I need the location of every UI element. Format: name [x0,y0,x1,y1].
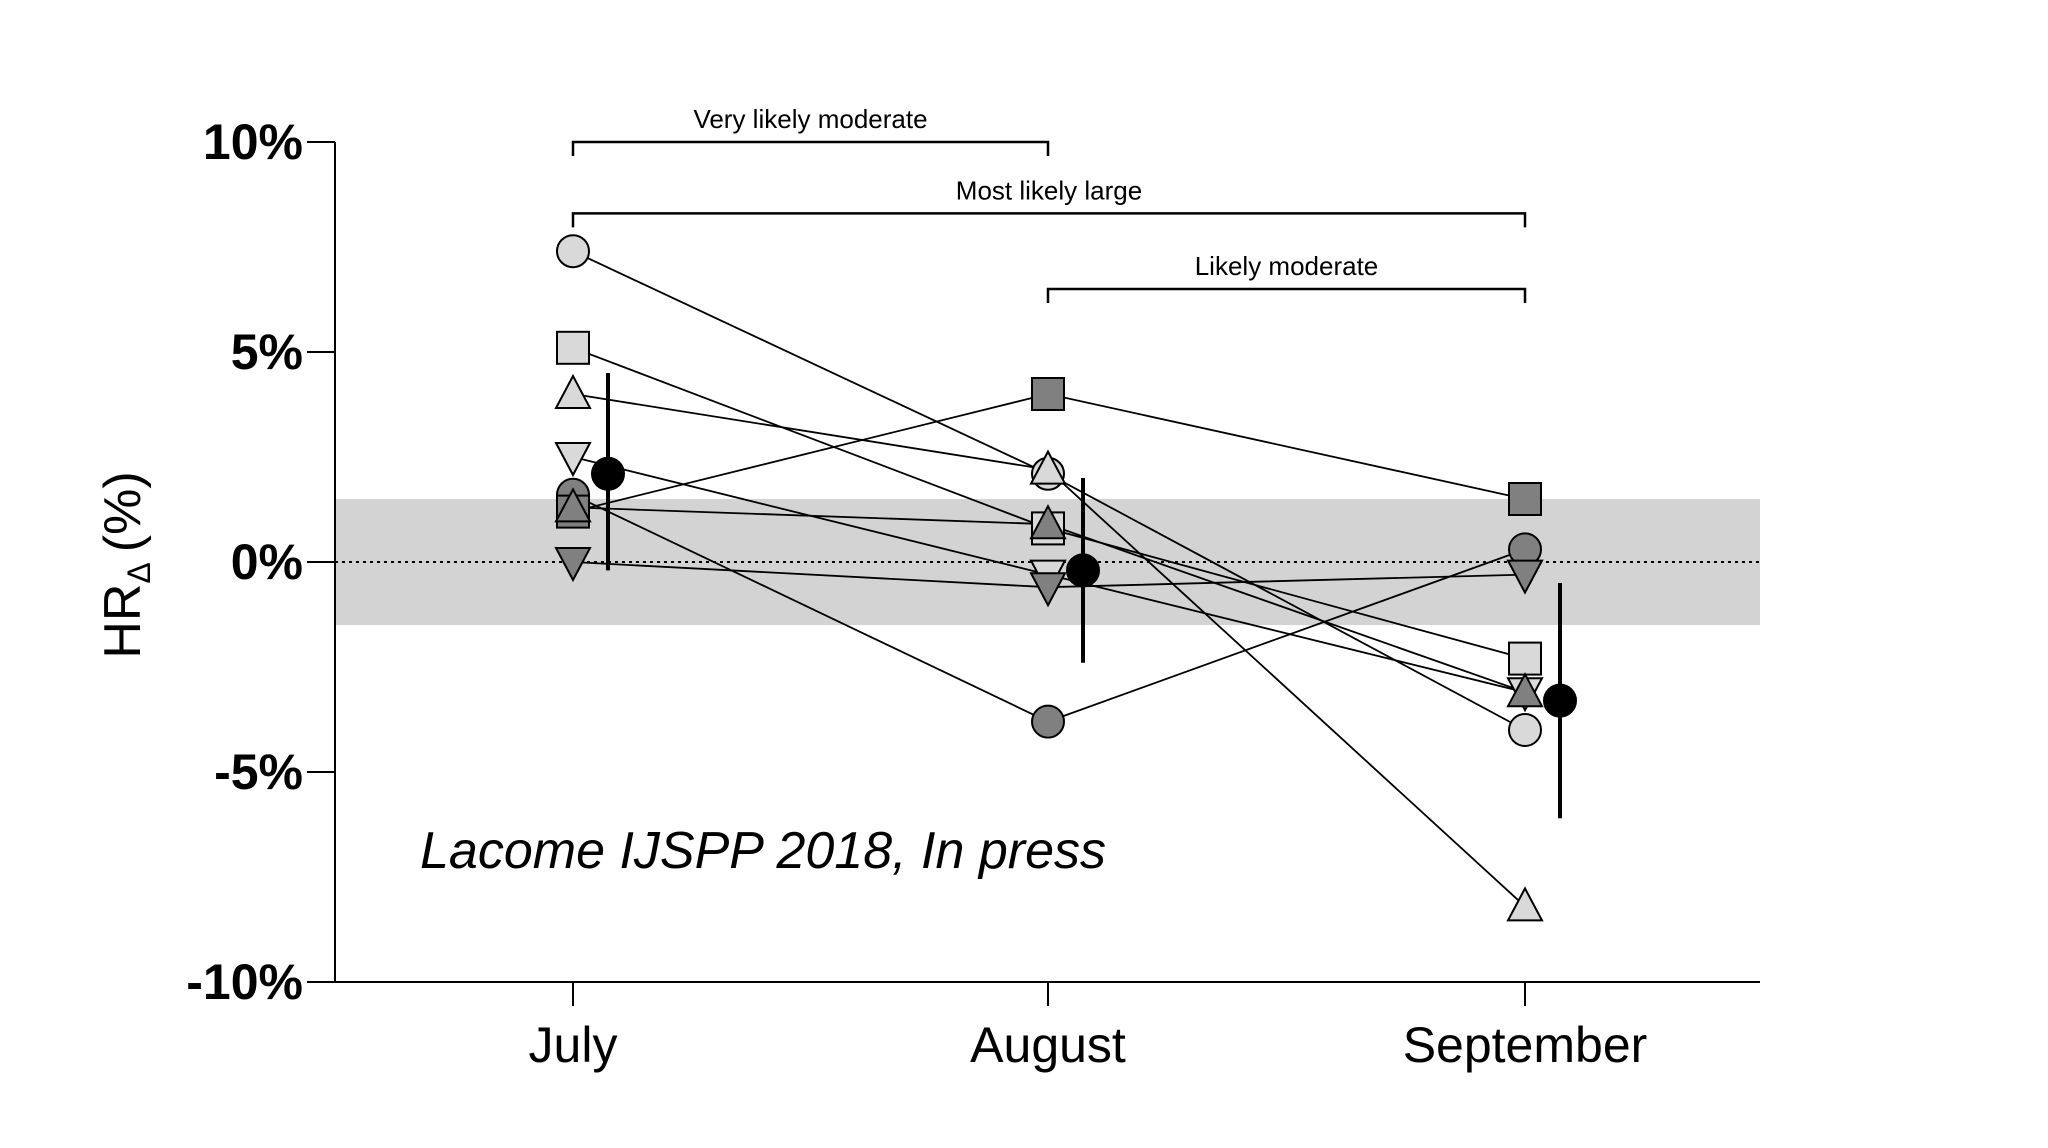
y-tick-label: -10% [186,954,303,1010]
mean-point-july [591,456,625,491]
annotation: Lacome IJSPP 2018, In press [420,822,1106,880]
bracket: Most likely large [571,175,1527,228]
series-2-point-july [556,330,590,365]
series-1-point-september [1508,713,1542,747]
mean-point-august [1066,553,1100,588]
mean-point-september [1543,683,1577,718]
y-tick-label: 5% [231,324,303,380]
series-6-point-august [1031,377,1065,411]
bracket-label: Likely moderate [1195,251,1379,281]
series-markers [554,234,1544,922]
bracket-label: Most likely large [956,175,1142,205]
bracket: Very likely moderate [571,104,1050,156]
series-4-point-july [554,442,592,478]
y-tick-label: -5% [214,744,303,800]
series-3-point-august [1029,449,1067,485]
series-7-point-august [1029,504,1067,540]
mean-series [591,373,1577,819]
series-5-point-august [1031,704,1065,739]
series-6-point-september [1508,482,1542,516]
significance-brackets: Very likely moderate Most likely large Lik… [571,104,1527,303]
bracket: Likely moderate [1046,251,1527,303]
series-3-point-july [554,373,592,409]
series-7-point-september [1506,672,1544,708]
bracket-label: Very likely moderate [693,104,927,134]
y-tick-label: 10% [203,114,303,170]
axes: 10% 5% 0% -5% -10% July August September [186,114,1760,1073]
series-1-point-july [556,234,590,269]
y-axis-label: HRΔ(%) [94,471,157,658]
x-tick-label-august: August [970,1017,1126,1073]
series-8-point-july [554,547,592,583]
series-2-point-september [1508,641,1542,676]
bracket-line [1046,287,1527,303]
x-tick-label-september: September [1403,1017,1648,1073]
series-3-point-september [1506,886,1544,922]
bracket-line [571,212,1527,228]
series-8-point-august [1029,572,1067,608]
y-tick-label: 0% [231,534,303,590]
series-8-point-september [1506,559,1544,595]
x-tick-label-july: July [529,1017,618,1073]
bracket-line [571,140,1050,156]
series-7-point-july [554,487,592,523]
